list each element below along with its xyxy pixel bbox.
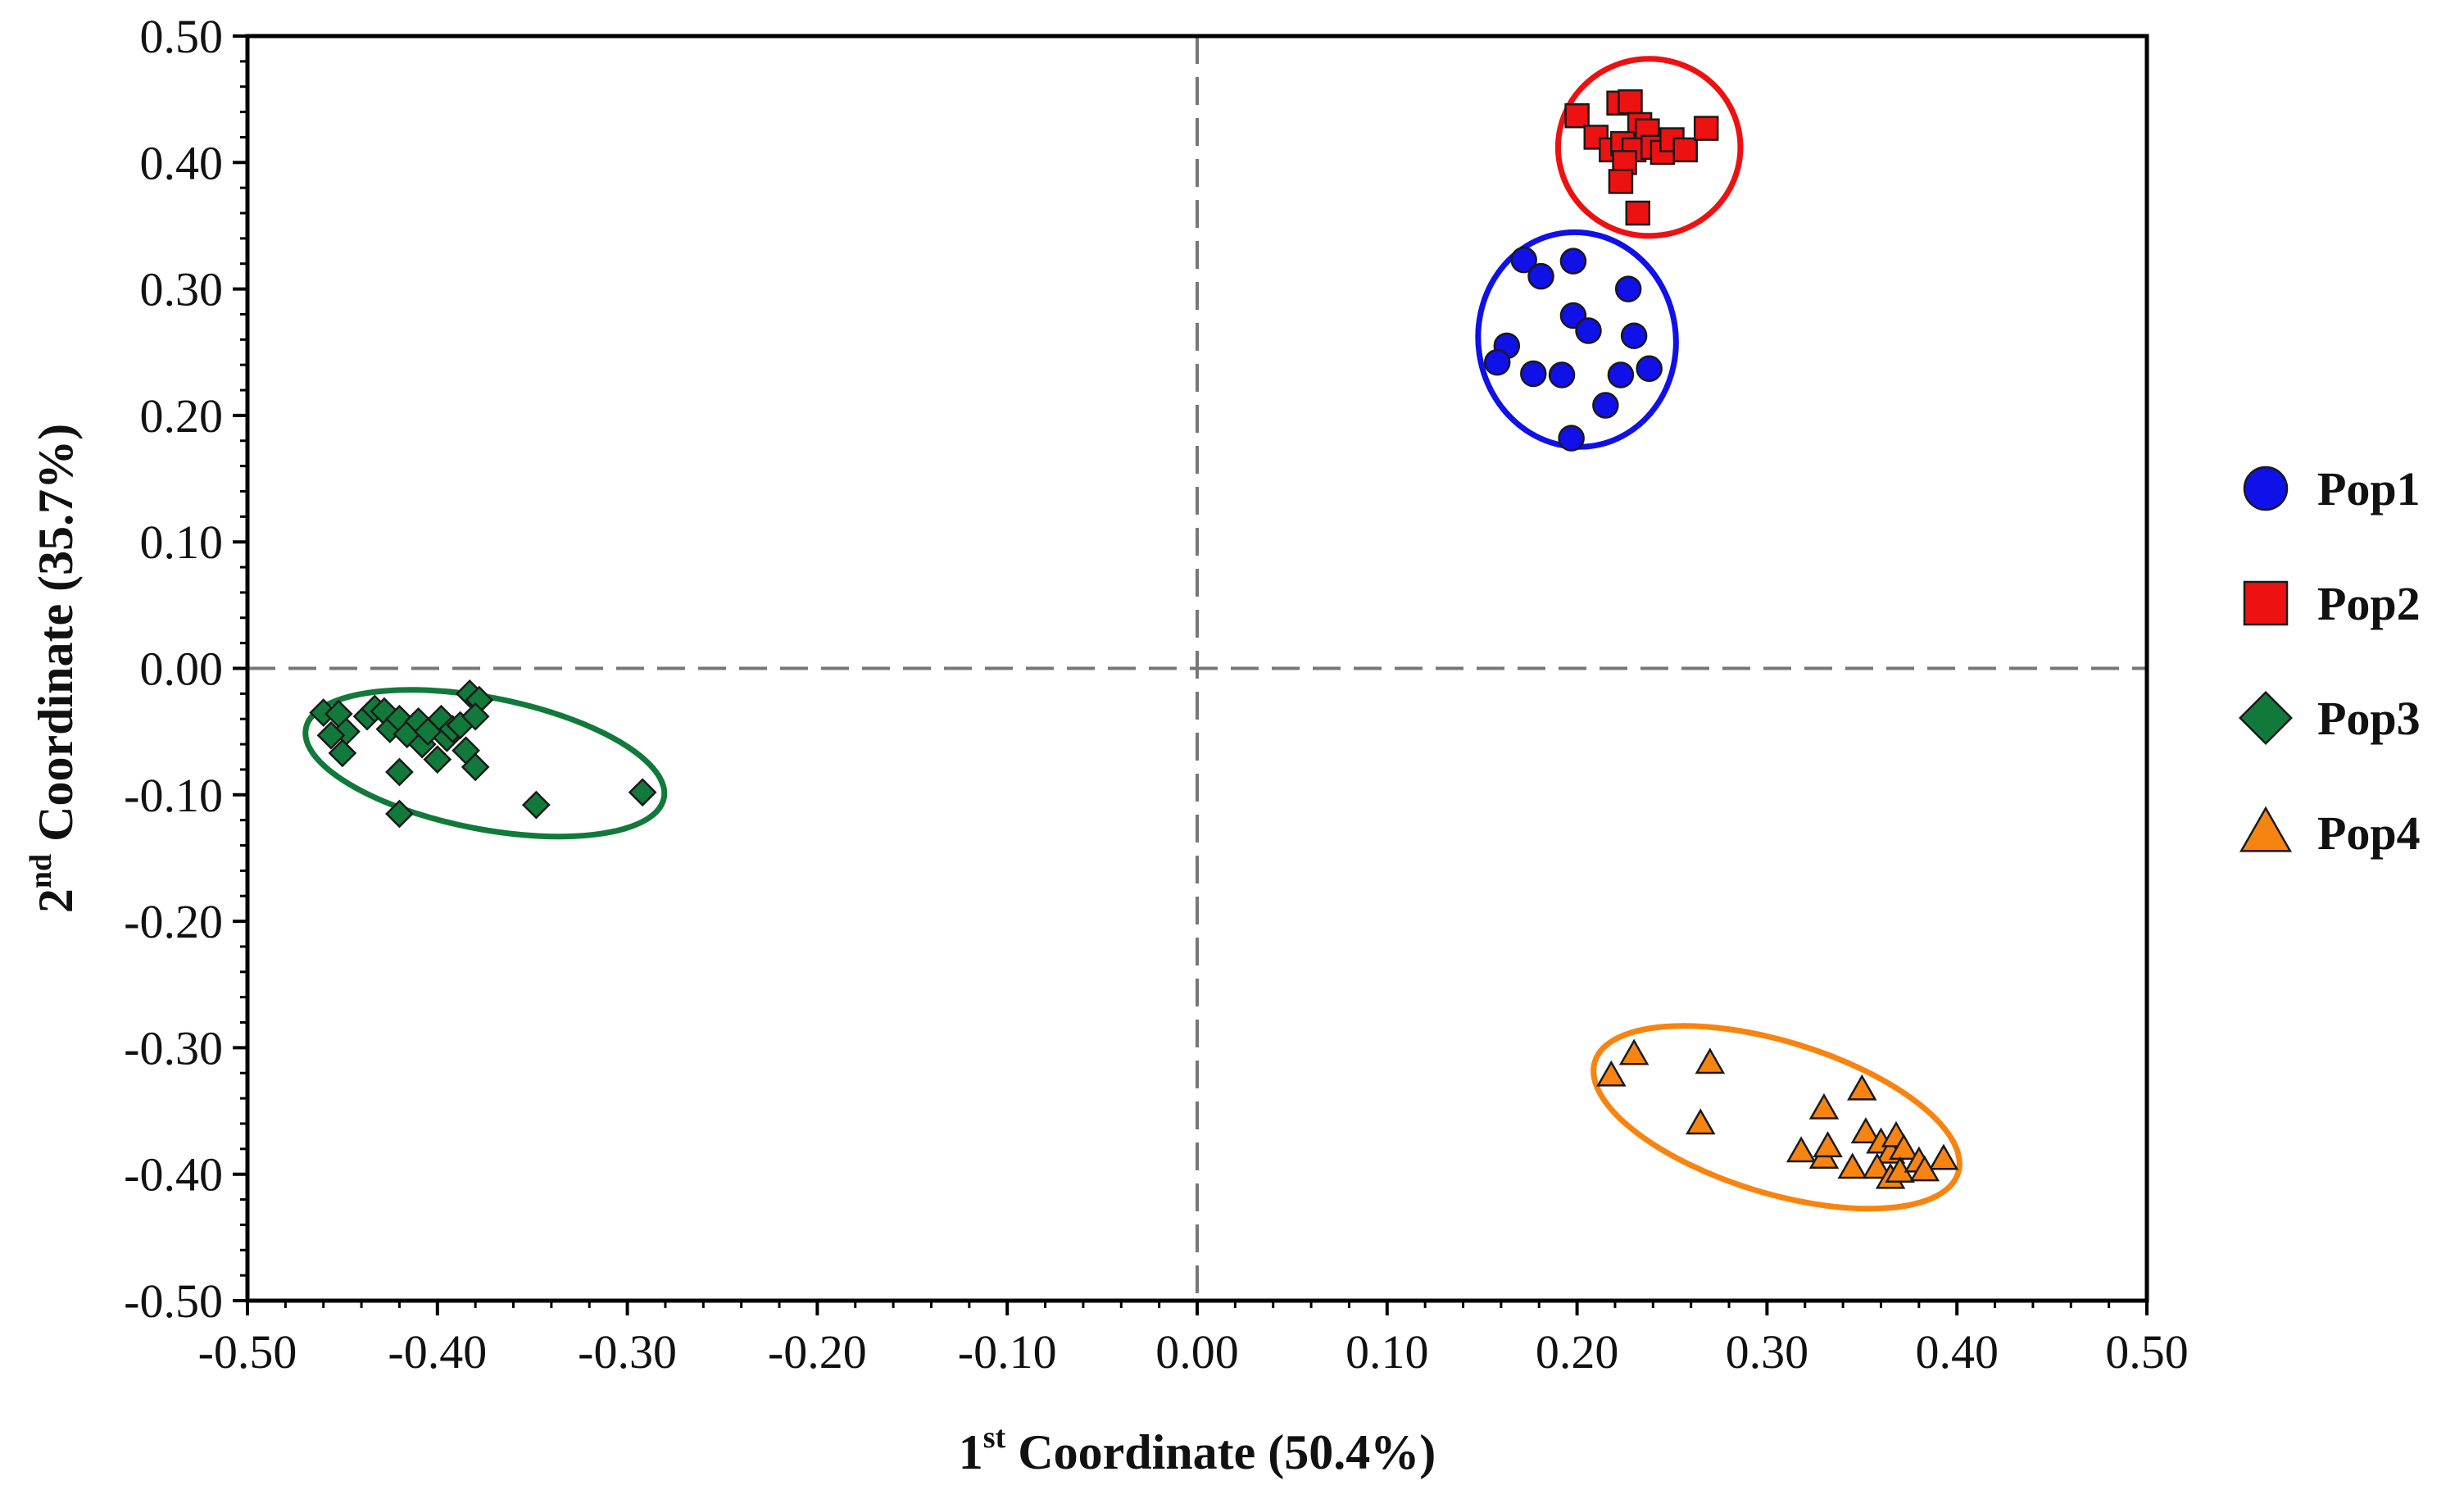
legend-item-pop1: Pop1 — [2243, 462, 2421, 516]
pop4-point — [1909, 1155, 1940, 1182]
pop2-point — [1625, 200, 1651, 226]
pop3-point — [423, 745, 452, 774]
pop2-point — [1564, 102, 1590, 129]
legend-label-pop4: Pop4 — [2317, 806, 2421, 860]
x-tick-label: 0.00 — [1155, 1325, 1239, 1379]
y-axis: 0.50 0.40 0.30 0.20 0.10 0.00 -0.10 -0.20 -0.30 -… — [124, 10, 247, 1328]
pop4-point — [1808, 1092, 1840, 1120]
legend-item-pop4: Pop4 — [2239, 806, 2421, 860]
cluster-ellipses — [302, 56, 1963, 1212]
x-tick-label: 0.50 — [2105, 1325, 2189, 1379]
pop4-point — [1889, 1133, 1919, 1161]
pop1-point — [1510, 246, 1537, 274]
legend-marker-pop2 — [2243, 580, 2289, 626]
x-tick-label: 0.40 — [1915, 1325, 1999, 1379]
x-tick-label: -0.10 — [958, 1325, 1057, 1379]
x-tick-label: -0.50 — [198, 1325, 297, 1379]
y-tick-label: 0.30 — [140, 263, 224, 316]
pop4-point — [1847, 1074, 1877, 1101]
pop3-series — [309, 679, 657, 829]
pop1-point — [1527, 262, 1554, 290]
pop4-point — [1837, 1152, 1867, 1179]
pop4-cluster-ellipse — [1590, 1023, 1963, 1212]
pop3-point — [328, 738, 357, 768]
x-axis-title: 1st Coordinate (50.4%) — [959, 1420, 1436, 1479]
pop1-point — [1558, 425, 1585, 452]
pop1-point — [1575, 317, 1602, 344]
pop2-point — [1618, 89, 1643, 115]
x-tick-label: 0.10 — [1345, 1325, 1429, 1379]
y-tick-label: -0.40 — [124, 1148, 223, 1201]
pop1-point — [1520, 360, 1547, 388]
legend-label-pop1: Pop1 — [2317, 462, 2421, 516]
legend-item-pop3: Pop3 — [2239, 691, 2421, 745]
pop2-point — [1672, 137, 1698, 163]
pop4-point — [1928, 1143, 1959, 1170]
pop1-point — [1548, 361, 1576, 388]
pop4-point — [1786, 1136, 1817, 1163]
y-tick-label: -0.10 — [124, 769, 223, 822]
pop4-series — [1596, 1038, 1959, 1189]
pop1-point — [1592, 392, 1619, 419]
pop1-point — [1483, 348, 1511, 376]
y-tick-label: 0.40 — [140, 136, 224, 189]
pop4-point — [1862, 1152, 1893, 1179]
y-axis-title: 2nd Coordinate (35.7%) — [24, 424, 83, 913]
pop1-point — [1620, 322, 1648, 349]
legend-label-pop3: Pop3 — [2317, 692, 2421, 745]
pop4-point — [1618, 1038, 1649, 1065]
x-tick-label: -0.20 — [768, 1325, 867, 1379]
pop1-series — [1483, 246, 1663, 452]
pop1-point — [1614, 275, 1642, 302]
legend-label-pop2: Pop2 — [2317, 577, 2421, 630]
pop2-series — [1564, 89, 1719, 226]
y-tick-label: 0.50 — [140, 10, 224, 63]
pop2-point — [1608, 169, 1634, 194]
pop1-cluster-ellipse — [1475, 229, 1679, 450]
x-axis: -0.50 -0.40 -0.30 -0.20 -0.10 0.00 0.10 0.20 0.3… — [198, 1301, 2189, 1379]
y-tick-label: -0.20 — [124, 895, 223, 948]
pop3-point — [628, 778, 657, 807]
x-tick-label: 0.30 — [1726, 1325, 1809, 1379]
reference-lines — [247, 36, 2147, 1301]
pop2-point — [1693, 116, 1719, 141]
legend-item-pop2: Pop2 — [2243, 577, 2421, 630]
y-tick-label: 0.00 — [140, 643, 224, 696]
pop3-point — [385, 799, 414, 829]
pop3-point — [461, 752, 490, 782]
pop3-cluster-ellipse — [302, 687, 668, 840]
data-points — [309, 89, 1959, 1189]
y-tick-label: -0.50 — [124, 1274, 223, 1328]
pop4-point — [1596, 1060, 1627, 1087]
pop3-point — [385, 757, 414, 787]
legend-marker-pop4 — [2239, 806, 2293, 852]
pop3-point — [521, 790, 551, 820]
pop4-point — [1695, 1047, 1726, 1074]
pop3-point — [316, 720, 346, 750]
x-tick-label: -0.40 — [388, 1325, 487, 1379]
legend-marker-pop3 — [2239, 691, 2293, 745]
y-tick-label: -0.30 — [124, 1021, 223, 1074]
pop1-point — [1607, 361, 1635, 388]
y-tick-label: 0.20 — [140, 389, 224, 443]
x-tick-label: -0.30 — [578, 1325, 677, 1379]
legend: Pop1 Pop2 Pop3 Pop4 — [2239, 462, 2421, 860]
pop2-cluster-ellipse — [1554, 56, 1744, 239]
y-tick-label: 0.10 — [140, 516, 224, 569]
pop4-point — [1850, 1117, 1881, 1144]
legend-marker-pop1 — [2243, 466, 2289, 511]
pop1-point — [1636, 355, 1663, 383]
pop3-point — [461, 702, 490, 731]
pop4-point — [1813, 1131, 1843, 1158]
pop1-point — [1559, 248, 1587, 275]
pop4-point — [1686, 1108, 1716, 1135]
x-tick-label: 0.20 — [1536, 1325, 1619, 1379]
